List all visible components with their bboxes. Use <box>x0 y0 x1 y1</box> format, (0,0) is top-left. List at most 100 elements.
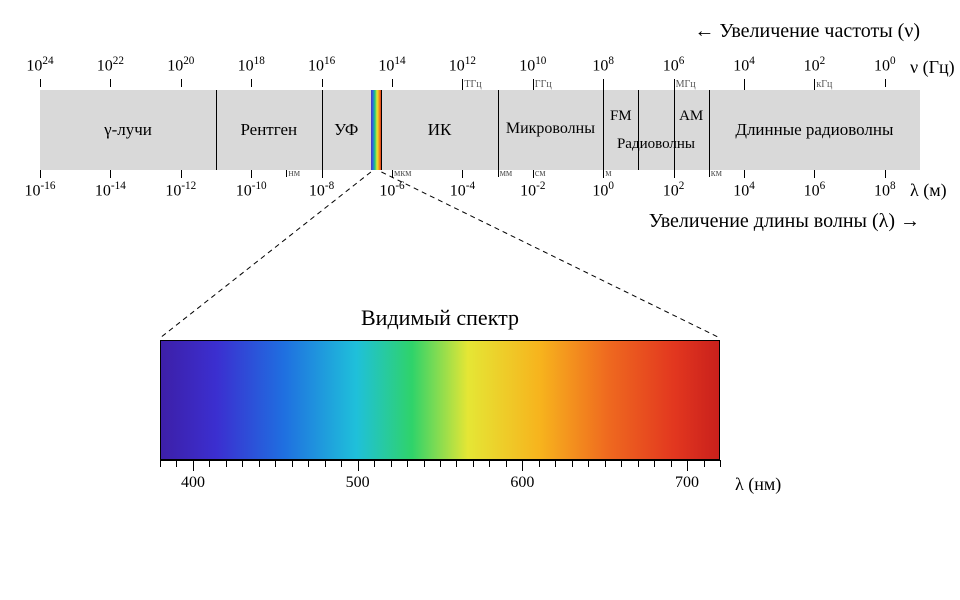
visible-minor-tick <box>275 460 276 467</box>
wave-unit-tick <box>286 170 287 177</box>
visible-minor-tick <box>539 460 540 467</box>
visible-minor-tick <box>440 460 441 467</box>
band-label: Микроволны <box>498 120 604 138</box>
visible-minor-tick <box>654 460 655 467</box>
wave-tick <box>744 170 745 178</box>
visible-minor-tick <box>704 460 705 467</box>
wave-tick-label: 106 <box>792 180 836 200</box>
visible-tick-label: 500 <box>340 474 376 492</box>
freq-tick-label: 100 <box>865 55 905 75</box>
freq-tick-label: 1016 <box>302 55 342 75</box>
wave-unit-tick <box>603 170 604 177</box>
spectrum-bar: γ-лучиРентгенУФИКМикроволныFMAMДлинные р… <box>40 90 920 170</box>
wave-tick-label: 10-4 <box>440 180 484 200</box>
freq-unit-tick <box>744 83 745 90</box>
freq-unit-tick <box>603 83 604 90</box>
band-label: Рентген <box>216 120 322 140</box>
visible-minor-tick <box>209 460 210 467</box>
freq-tick <box>110 79 111 87</box>
visible-minor-tick <box>456 460 457 467</box>
freq-tick-label: 1024 <box>20 55 60 75</box>
wave-tick-label: 10-14 <box>88 180 132 200</box>
visible-minor-tick <box>292 460 293 467</box>
wave-unit-marker: мм <box>500 168 513 179</box>
wave-unit-marker: м <box>605 168 611 179</box>
visible-major-tick <box>193 460 194 471</box>
wave-tick-label: 102 <box>652 180 696 200</box>
visible-minor-tick <box>242 460 243 467</box>
wave-unit-tick <box>498 170 499 177</box>
visible-minor-tick <box>605 460 606 467</box>
frequency-axis: 1024102210201018101610141012101010810610… <box>40 55 920 90</box>
visible-minor-tick <box>555 460 556 467</box>
visible-minor-tick <box>506 460 507 467</box>
wave-unit-marker: см <box>535 168 546 179</box>
wave-tick-label: 10-10 <box>229 180 273 200</box>
visible-minor-tick <box>374 460 375 467</box>
freq-arrow-text: ← Увеличение частоты (ν) <box>694 20 920 42</box>
visible-minor-tick <box>259 460 260 467</box>
visible-minor-tick <box>720 460 721 467</box>
visible-major-tick <box>522 460 523 471</box>
wave-tick-label: 10-6 <box>370 180 414 200</box>
visible-minor-tick <box>588 460 589 467</box>
visible-major-tick <box>687 460 688 471</box>
visible-minor-tick <box>308 460 309 467</box>
freq-tick <box>181 79 182 87</box>
freq-tick-label: 1010 <box>513 55 553 75</box>
wave-tick <box>181 170 182 178</box>
freq-tick-label: 104 <box>724 55 764 75</box>
wave-tick <box>322 170 323 178</box>
freq-tick-label: 108 <box>583 55 623 75</box>
visible-title: Видимый спектр <box>160 305 720 331</box>
visible-minor-tick <box>489 460 490 467</box>
freq-axis-unit: ν (Гц) <box>910 57 955 78</box>
wave-tick <box>40 170 41 178</box>
freq-tick-label: 1022 <box>90 55 130 75</box>
band-separator <box>603 90 604 170</box>
visible-minor-tick <box>176 460 177 467</box>
wave-unit-marker: мкм <box>394 168 412 179</box>
wave-unit-marker: нм <box>288 168 300 179</box>
wave-tick-label: 100 <box>581 180 625 200</box>
visible-tick-label: 700 <box>669 474 705 492</box>
band-label-radio: Радиоволны <box>603 136 709 153</box>
wave-tick-label: 10-16 <box>18 180 62 200</box>
wave-tick-label: 10-12 <box>159 180 203 200</box>
freq-arrow-label: ← Увеличение частоты (ν) <box>694 20 920 43</box>
band-label: FM <box>603 108 638 125</box>
visible-title-text: Видимый спектр <box>361 305 519 330</box>
visible-minor-tick <box>638 460 639 467</box>
visible-minor-tick <box>391 460 392 467</box>
wave-tick-label: 10-2 <box>511 180 555 200</box>
freq-unit-marker: ТГц <box>464 79 481 90</box>
wave-tick <box>462 170 463 178</box>
visible-spectrum-bar <box>160 340 720 460</box>
freq-tick <box>40 79 41 87</box>
wavelength-axis: 10-1610-1410-1210-1010-810-610-410-21001… <box>40 170 920 210</box>
visible-minor-tick <box>621 460 622 467</box>
band-separator <box>638 90 639 170</box>
wave-tick <box>251 170 252 178</box>
freq-unit-tick <box>674 83 675 90</box>
freq-tick-label: 1020 <box>161 55 201 75</box>
freq-tick-label: 1012 <box>442 55 482 75</box>
visible-minor-tick <box>341 460 342 467</box>
freq-unit-marker: кГц <box>816 79 832 90</box>
wave-axis-unit: λ (м) <box>910 180 947 201</box>
visible-stripe <box>371 90 382 170</box>
freq-tick-label: 1014 <box>372 55 412 75</box>
visible-minor-tick <box>160 460 161 467</box>
visible-axis-unit: λ (нм) <box>735 474 781 495</box>
band-label: Длинные радиоволны <box>709 120 920 140</box>
band-label: γ-лучи <box>40 120 216 140</box>
wave-unit-tick <box>392 170 393 177</box>
visible-minor-tick <box>407 460 408 467</box>
wave-tick <box>674 170 675 178</box>
band-separator <box>674 90 675 170</box>
visible-wavelength-axis: 400500600700λ (нм) <box>160 460 720 505</box>
band-label: ИК <box>381 120 497 140</box>
freq-unit-tick <box>533 83 534 90</box>
wave-tick-label: 104 <box>722 180 766 200</box>
band-label: AM <box>674 108 709 125</box>
